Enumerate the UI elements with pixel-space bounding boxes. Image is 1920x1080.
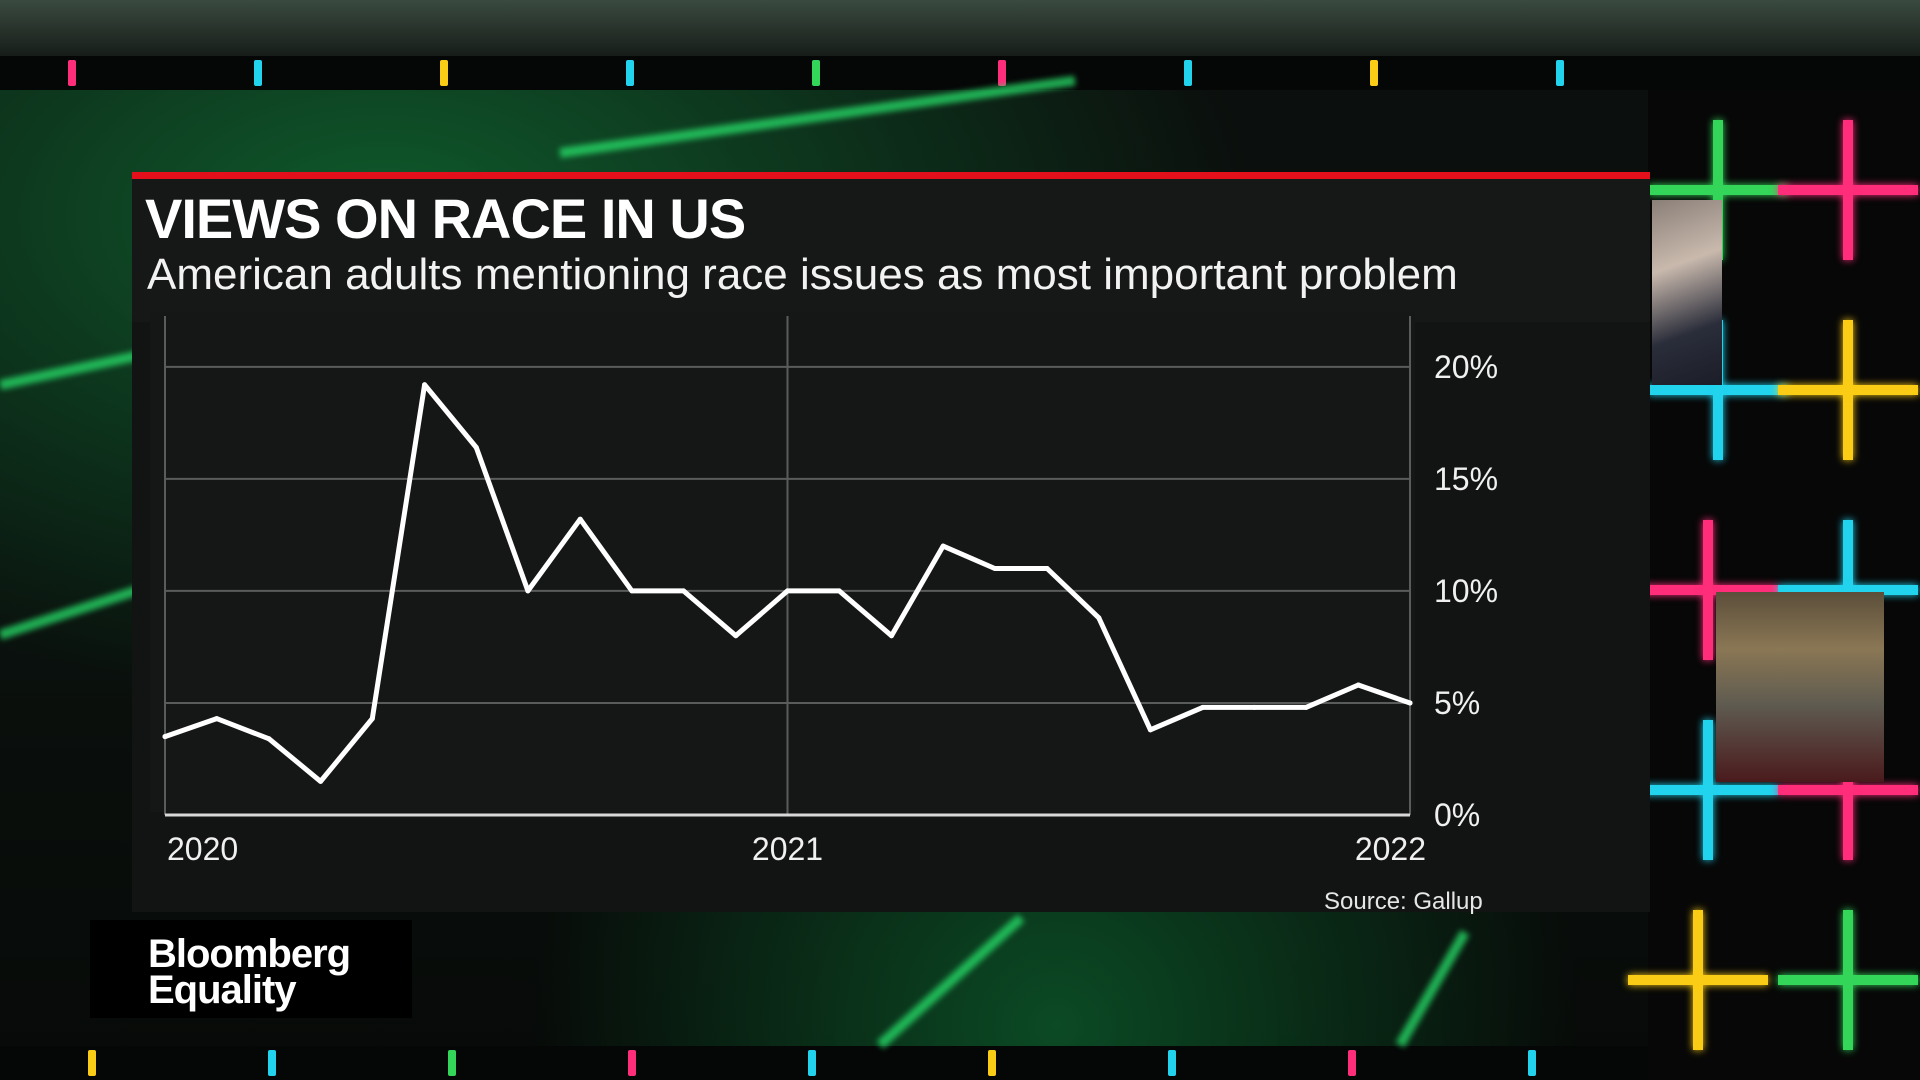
data-point (785, 588, 790, 594)
led-light (626, 60, 634, 86)
data-point (1251, 704, 1257, 710)
thumbnail-image (1716, 592, 1884, 782)
led-light (1556, 60, 1564, 86)
data-point (1044, 566, 1050, 571)
led-light (254, 60, 262, 86)
led-light (628, 1050, 636, 1076)
led-strip-top (0, 56, 1920, 90)
led-light (448, 1050, 456, 1076)
neon-cross (1713, 320, 1723, 460)
thumbnail-image (1652, 200, 1722, 385)
studio-ceiling (0, 0, 1920, 60)
accent-rule (132, 172, 1650, 179)
neon-cross (1713, 120, 1723, 260)
led-light (440, 60, 448, 86)
brand-name: Bloomberg (148, 932, 351, 976)
led-light (1168, 1050, 1176, 1076)
data-point (629, 588, 635, 594)
data-point (473, 444, 479, 450)
led-light (1370, 60, 1378, 86)
x-tick-label: 2020 (167, 831, 238, 867)
led-light (1184, 60, 1192, 86)
led-light (1528, 1050, 1536, 1076)
y-tick-label: 20% (1434, 349, 1498, 385)
neon-cross (1703, 720, 1713, 860)
chart-header (132, 172, 1650, 322)
data-point (1147, 727, 1153, 733)
neon-cross (1693, 910, 1703, 1050)
chart-title: VIEWS ON RACE IN US (145, 187, 746, 250)
led-light (68, 60, 76, 86)
data-point (1096, 615, 1102, 621)
data-point (422, 382, 428, 388)
data-point (940, 543, 946, 549)
neon-cross (1843, 320, 1853, 460)
neon-cross (1843, 120, 1853, 260)
data-point (1407, 700, 1413, 706)
y-tick-label: 10% (1434, 573, 1498, 609)
chart-subtitle: American adults mentioning race issues a… (147, 250, 1458, 299)
data-point (836, 588, 842, 594)
led-strip-bottom (0, 1046, 1920, 1080)
data-point (525, 588, 531, 594)
data-point (369, 716, 375, 722)
led-light (268, 1050, 276, 1076)
led-light (88, 1050, 96, 1076)
led-light (1348, 1050, 1356, 1076)
neon-cross (1703, 520, 1713, 660)
data-point (1200, 704, 1206, 710)
x-tick-label: 2022 (1355, 831, 1426, 867)
data-point (1303, 704, 1309, 710)
led-light (988, 1050, 996, 1076)
data-point (992, 566, 998, 571)
neon-cross (1843, 910, 1853, 1050)
data-point (214, 716, 220, 722)
led-light (808, 1050, 816, 1076)
y-tick-label: 0% (1434, 797, 1480, 833)
led-light (998, 60, 1006, 86)
data-point (318, 778, 324, 784)
data-point (162, 734, 168, 740)
data-point (1355, 682, 1361, 688)
data-point (888, 633, 894, 639)
neon-cross (1843, 720, 1853, 860)
neon-cross (1843, 520, 1853, 660)
led-light (812, 60, 820, 86)
source-note: Source: Gallup (1324, 888, 1483, 915)
logo-box (90, 920, 412, 1018)
y-tick-label: 15% (1434, 461, 1498, 497)
x-tick-label: 2021 (752, 831, 823, 867)
brand-show: Equality (148, 968, 297, 1012)
data-point (266, 736, 272, 742)
data-point (681, 588, 687, 594)
data-point (733, 633, 739, 639)
y-tick-label: 5% (1434, 685, 1480, 721)
data-point (577, 516, 583, 522)
